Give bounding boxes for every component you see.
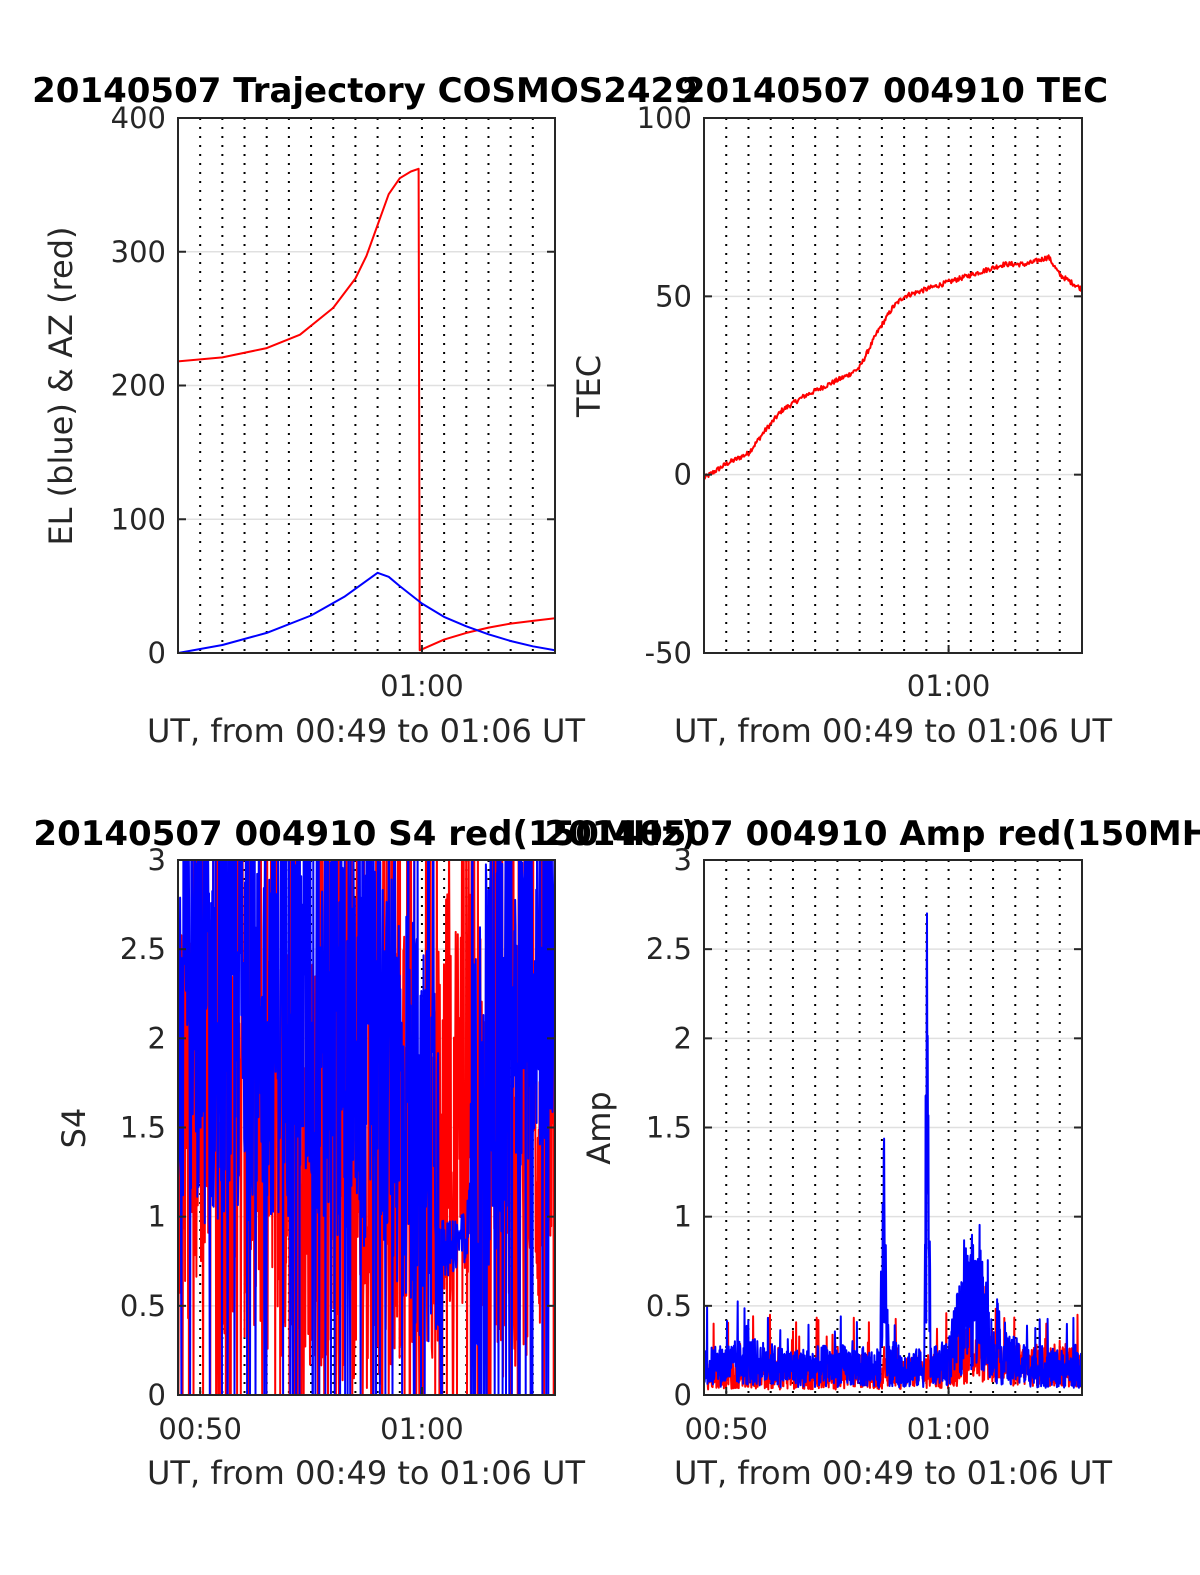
chart-3: 0 0.5 1 1.5 2 2.5 3 00:50 01:00 UT, from 00:49 to… <box>33 814 696 1492</box>
x-axis-label: UT, from 00:49 to 01:06 UT <box>674 1454 1112 1492</box>
y-tick-label: -50 <box>645 636 692 670</box>
x-axis-label: UT, from 00:49 to 01:06 UT <box>147 1454 585 1492</box>
x-tick-label: 00:50 <box>684 1412 768 1446</box>
y-tick-label: 0 <box>148 636 166 670</box>
x-tick-label: 01:00 <box>380 1412 464 1446</box>
series-line-2 <box>178 571 555 653</box>
y-tick-label: 2 <box>148 1021 166 1055</box>
y-tick-label: 1.5 <box>646 1111 692 1145</box>
y-tick-label: 1 <box>148 1200 166 1234</box>
y-axis-label: TEC <box>570 355 608 418</box>
y-tick-label: 200 <box>111 369 166 403</box>
y-tick-label: 0.5 <box>646 1289 692 1323</box>
axes-box <box>703 117 1083 654</box>
x-tick-label: 00:50 <box>158 1412 242 1446</box>
series-line-1 <box>704 254 1082 480</box>
plot-area <box>178 860 555 1395</box>
y-tick-label: 0 <box>148 1378 166 1412</box>
plot-area <box>704 254 1082 480</box>
y-tick-label: 0 <box>674 458 692 492</box>
plot-area <box>704 912 1082 1391</box>
y-tick-label: 100 <box>637 101 692 135</box>
y-tick-label: 3 <box>674 843 692 877</box>
y-tick-label: 2 <box>674 1021 692 1055</box>
x-axis-label: UT, from 00:49 to 01:06 UT <box>674 712 1112 750</box>
series-line-2 <box>704 912 1082 1389</box>
series-line-1 <box>178 167 555 652</box>
plot-area <box>178 167 555 653</box>
y-axis-label: S4 <box>55 1108 93 1149</box>
chart-title: 20140507 004910 S4 red(150MHz) <box>33 814 696 854</box>
y-tick-label: 0 <box>674 1378 692 1412</box>
y-tick-label: 400 <box>111 101 166 135</box>
chart-title: 20140507 004910 Amp red(150MHz) <box>544 814 1200 854</box>
x-tick-label: 01:00 <box>380 669 464 703</box>
y-tick-label: 0.5 <box>120 1289 166 1323</box>
chart-2: -50 0 50 100 01:00 UT, from 00:49 to 01:06 UT… <box>570 71 1112 750</box>
x-tick-label: 01:00 <box>907 669 991 703</box>
y-tick-label: 2.5 <box>120 932 166 966</box>
y-tick-label: 100 <box>111 502 166 536</box>
series-line-2 <box>178 860 555 1395</box>
chart-title: 20140507 004910 TEC <box>682 71 1108 111</box>
chart-4: 0 0.5 1 1.5 2 2.5 3 00:50 01:00 UT, from 00:49 to… <box>544 814 1200 1492</box>
chart-1: 0 100 200 300 400 01:00 UT, from 00:49 to 01:0… <box>32 71 698 750</box>
y-tick-label: 1.5 <box>120 1111 166 1145</box>
y-axis-label: EL (blue) & AZ (red) <box>42 226 80 545</box>
y-tick-label: 3 <box>148 843 166 877</box>
y-tick-label: 2.5 <box>646 932 692 966</box>
chart-title: 20140507 Trajectory COSMOS2429 <box>32 71 698 111</box>
x-tick-label: 01:00 <box>907 1412 991 1446</box>
y-axis-label: Amp <box>580 1091 618 1164</box>
x-axis-label: UT, from 00:49 to 01:06 UT <box>147 712 585 750</box>
y-tick-label: 1 <box>674 1200 692 1234</box>
y-tick-label: 300 <box>111 235 166 269</box>
y-tick-label: 50 <box>655 279 692 313</box>
